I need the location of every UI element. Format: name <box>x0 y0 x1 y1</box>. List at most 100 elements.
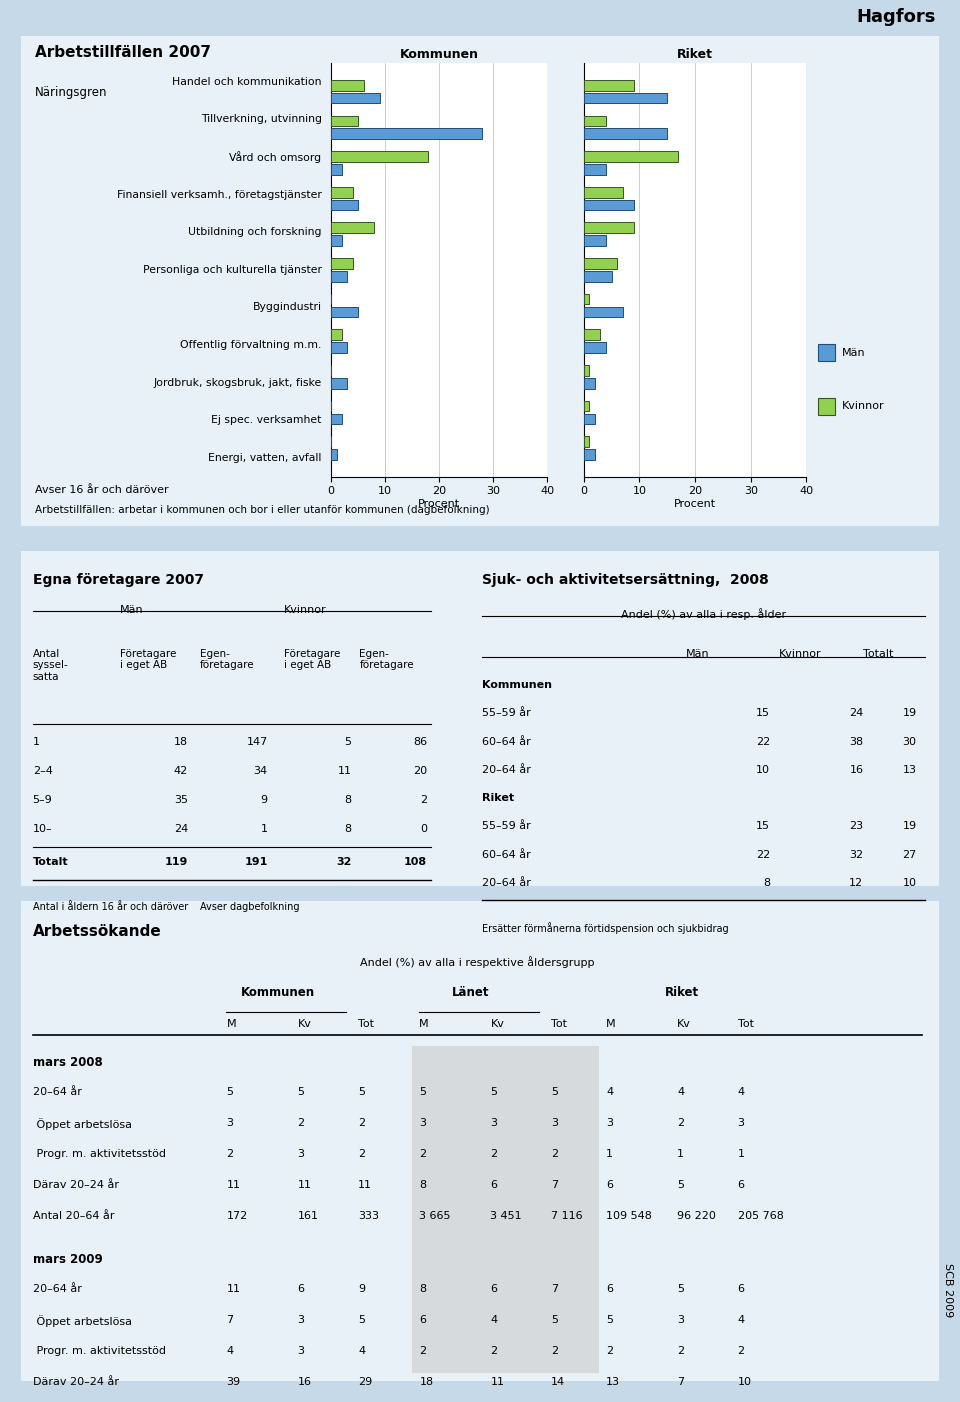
Bar <box>584 436 589 447</box>
Text: 11: 11 <box>491 1377 504 1387</box>
Text: Egna företagare 2007: Egna företagare 2007 <box>33 573 204 587</box>
Text: 5: 5 <box>677 1179 684 1190</box>
Text: 20: 20 <box>413 765 427 775</box>
Text: Progr. m. aktivitetsstöd: Progr. m. aktivitetsstöd <box>33 1148 166 1158</box>
Text: 6: 6 <box>491 1179 497 1190</box>
Text: Män: Män <box>686 649 709 659</box>
Text: 6: 6 <box>737 1284 745 1294</box>
Text: Totalt: Totalt <box>863 649 894 659</box>
Text: Tot: Tot <box>737 1019 754 1029</box>
Text: 13: 13 <box>902 765 917 775</box>
Text: 161: 161 <box>298 1211 319 1221</box>
Text: Progr. m. aktivitetsstöd: Progr. m. aktivitetsstöd <box>33 1346 166 1356</box>
Text: mars 2008: mars 2008 <box>33 1056 103 1068</box>
Text: 96 220: 96 220 <box>677 1211 716 1221</box>
Text: Öppet arbetslösa: Öppet arbetslösa <box>33 1315 132 1328</box>
Bar <box>331 186 352 198</box>
Text: 7 116: 7 116 <box>551 1211 583 1221</box>
Text: 5: 5 <box>298 1087 304 1096</box>
Bar <box>331 115 358 126</box>
Bar <box>331 223 374 233</box>
Text: 7: 7 <box>227 1315 233 1325</box>
Text: 86: 86 <box>413 736 427 747</box>
Text: Företagare
i eget AB: Företagare i eget AB <box>120 649 177 670</box>
Text: 16: 16 <box>850 765 863 775</box>
Text: 42: 42 <box>174 765 188 775</box>
Text: 55–59 år: 55–59 år <box>482 708 531 718</box>
Text: 60–64 år: 60–64 år <box>482 736 531 747</box>
Text: 4: 4 <box>491 1315 497 1325</box>
Bar <box>331 307 358 317</box>
Text: 55–59 år: 55–59 år <box>482 822 531 831</box>
Text: 2: 2 <box>298 1117 304 1127</box>
Text: 4: 4 <box>737 1315 745 1325</box>
Text: 3: 3 <box>420 1117 426 1127</box>
Text: 19: 19 <box>902 822 917 831</box>
Text: Antal
syssel-
satta: Antal syssel- satta <box>33 649 68 681</box>
Text: 35: 35 <box>174 795 188 805</box>
Text: 333: 333 <box>358 1211 379 1221</box>
Text: Män: Män <box>842 348 866 358</box>
Bar <box>584 401 589 411</box>
Text: mars 2009: mars 2009 <box>33 1253 103 1266</box>
Bar <box>331 342 348 353</box>
Text: Personliga och kulturella tjänster: Personliga och kulturella tjänster <box>143 265 322 275</box>
Text: 4: 4 <box>737 1087 745 1096</box>
Text: Antal i åldern 16 år och däröver: Antal i åldern 16 år och däröver <box>33 901 188 911</box>
Text: 20–64 år: 20–64 år <box>33 1087 82 1096</box>
Text: 22: 22 <box>756 850 770 859</box>
Text: 3: 3 <box>677 1315 684 1325</box>
Text: 2: 2 <box>420 1346 426 1356</box>
Text: 9: 9 <box>358 1284 365 1294</box>
Bar <box>584 379 595 388</box>
Text: 22: 22 <box>756 736 770 747</box>
Text: Ej spec. verksamhet: Ej spec. verksamhet <box>211 415 322 425</box>
Title: Kommunen: Kommunen <box>399 48 479 60</box>
Text: Länet: Länet <box>452 986 490 1000</box>
Text: 34: 34 <box>253 765 268 775</box>
Text: 2: 2 <box>358 1148 365 1158</box>
Bar <box>331 199 358 210</box>
Text: 6: 6 <box>606 1284 613 1294</box>
Text: Egen-
företagare: Egen- företagare <box>200 649 254 670</box>
Text: 205 768: 205 768 <box>737 1211 783 1221</box>
Text: Sjuk- och aktivitetsersättning,  2008: Sjuk- och aktivitetsersättning, 2008 <box>482 573 769 587</box>
Bar <box>584 199 634 210</box>
Text: 147: 147 <box>247 736 268 747</box>
Text: 2: 2 <box>551 1148 558 1158</box>
Bar <box>331 414 342 425</box>
Text: 5: 5 <box>420 1087 426 1096</box>
Text: 10–: 10– <box>33 824 52 834</box>
Text: 4: 4 <box>677 1087 684 1096</box>
Text: Kv: Kv <box>298 1019 311 1029</box>
Text: Antal 20–64 år: Antal 20–64 år <box>33 1211 114 1221</box>
Text: 6: 6 <box>420 1315 426 1325</box>
Text: 191: 191 <box>245 857 268 866</box>
Text: 6: 6 <box>606 1179 613 1190</box>
X-axis label: Procent: Procent <box>419 499 460 509</box>
Text: Energi, vatten, avfall: Energi, vatten, avfall <box>208 453 322 463</box>
Text: 12: 12 <box>850 878 863 887</box>
Bar <box>584 365 589 376</box>
Text: M: M <box>227 1019 236 1029</box>
Bar <box>331 449 337 460</box>
Bar <box>584 164 606 175</box>
Text: 2: 2 <box>420 1148 426 1158</box>
Text: 1: 1 <box>33 736 39 747</box>
Text: Avser 16 år och däröver: Avser 16 år och däröver <box>35 485 168 495</box>
Bar <box>584 223 634 233</box>
Text: 30: 30 <box>902 736 917 747</box>
Bar <box>331 129 482 139</box>
Text: 11: 11 <box>358 1179 372 1190</box>
Text: 119: 119 <box>165 857 188 866</box>
Text: 7: 7 <box>551 1284 558 1294</box>
Text: 108: 108 <box>404 857 427 866</box>
Bar <box>331 329 342 341</box>
Text: 2: 2 <box>227 1148 233 1158</box>
Text: 2: 2 <box>420 795 427 805</box>
Text: 6: 6 <box>298 1284 304 1294</box>
Text: 3: 3 <box>227 1117 233 1127</box>
Bar <box>331 236 342 245</box>
Text: 2: 2 <box>737 1346 745 1356</box>
Text: Andel (%) av alla i respektive åldersgrupp: Andel (%) av alla i respektive åldersgru… <box>360 956 594 967</box>
